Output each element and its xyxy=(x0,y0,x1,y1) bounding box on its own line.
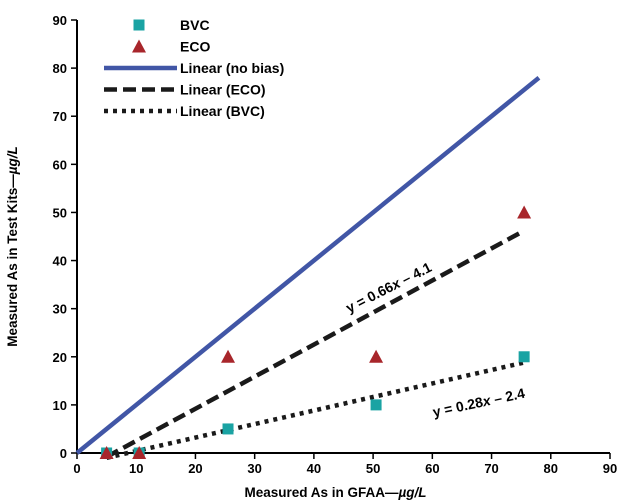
legend: BVC ECO Linear (no bias) Linear (ECO) Linear… xyxy=(104,17,284,119)
x-tick-label: 70 xyxy=(484,461,498,476)
x-tick-label: 20 xyxy=(188,461,202,476)
legend-linear-no-bias-label: Linear (no bias) xyxy=(180,60,284,76)
y-tick-label: 30 xyxy=(53,302,67,317)
y-tick-label: 90 xyxy=(53,13,67,28)
axis-labels: Measured As in GFAA—µg/L Measured As in T… xyxy=(5,146,427,500)
legend-linear-eco-label: Linear (ECO) xyxy=(180,82,266,98)
legend-eco-swatch xyxy=(132,39,146,53)
y-tick-label: 50 xyxy=(53,205,67,220)
eco-point xyxy=(369,349,384,363)
series-line-linear-no-bias xyxy=(75,75,541,455)
x-tick-label: 40 xyxy=(307,461,321,476)
x-axis-title: Measured As in GFAA—µg/L xyxy=(244,485,426,500)
legend-linear-bvc-label: Linear (BVC) xyxy=(180,103,265,119)
eco_eq-annotation: y = 0.66x – 4.1 xyxy=(343,259,434,316)
bvc-point xyxy=(518,351,530,363)
bvc_eq-annotation: y = 0.28x – 2.4 xyxy=(431,385,526,420)
y-tick-label: 60 xyxy=(53,157,67,172)
axes: 0 10 20 30 40 50 60 70 80 90 0 10 20 30 40 50 60 70 80 90 xyxy=(53,13,618,476)
marks: y = 0.66x – 4.1 y = 0.28x – 2.4 xyxy=(75,75,541,461)
y-axis-title: Measured As in Test Kits—µg/L xyxy=(5,146,20,347)
x-tick-label: 30 xyxy=(247,461,261,476)
series-line-linear-eco xyxy=(105,228,526,459)
legend-bvc-label: BVC xyxy=(180,17,210,33)
x-tick-label: 50 xyxy=(366,461,380,476)
x-tick-label: 10 xyxy=(129,461,143,476)
eco-point xyxy=(99,446,114,459)
y-tick-label: 10 xyxy=(53,398,67,413)
y-tick-label: 80 xyxy=(53,61,67,76)
x-tick-label: 90 xyxy=(603,461,617,476)
x-tick-label: 60 xyxy=(425,461,439,476)
legend-eco-label: ECO xyxy=(180,39,210,55)
legend-bvc-swatch xyxy=(133,19,145,31)
bvc-point xyxy=(222,423,234,435)
x-tick-label: 0 xyxy=(73,461,80,476)
eco-point xyxy=(221,349,236,363)
eco-point xyxy=(517,205,532,219)
x-tick-label: 80 xyxy=(544,461,558,476)
y-tick-label: 0 xyxy=(60,446,67,461)
y-tick-label: 70 xyxy=(53,109,67,124)
eco-point xyxy=(132,446,147,459)
bvc-point xyxy=(370,399,382,411)
y-tick-label: 20 xyxy=(53,350,67,365)
y-tick-label: 40 xyxy=(53,254,67,269)
